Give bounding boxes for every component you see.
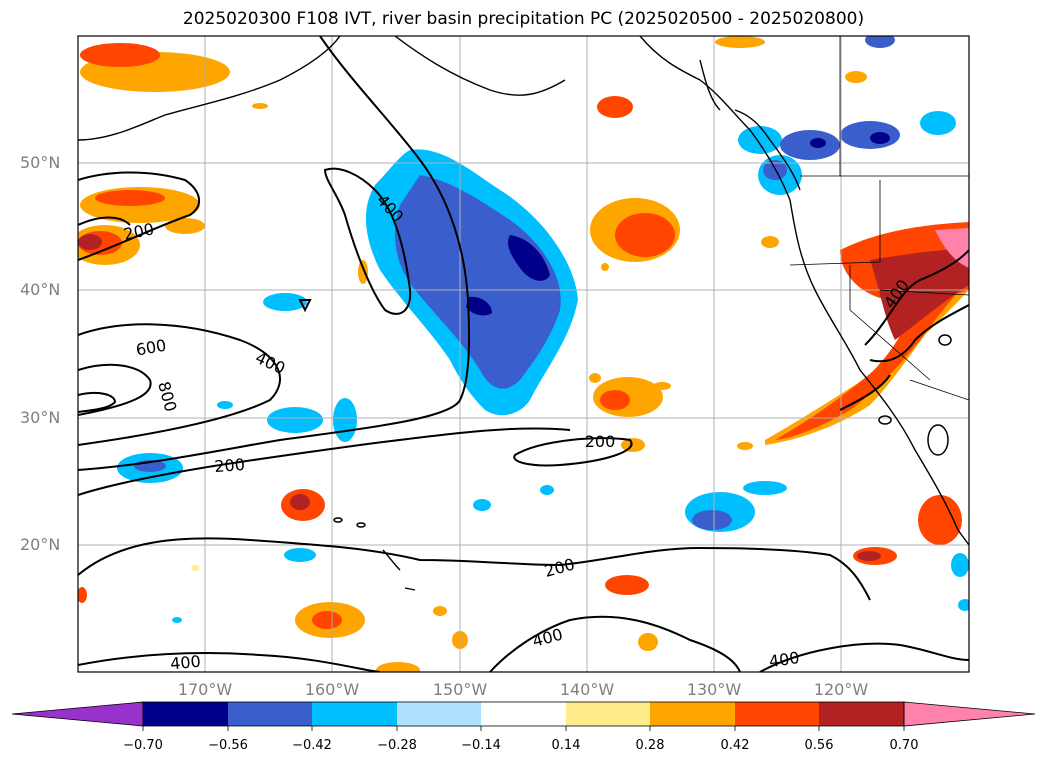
lon-label-130w: 130°W bbox=[686, 680, 742, 699]
contour-label: 200 bbox=[214, 455, 246, 476]
lat-label-50n: 50°N bbox=[20, 153, 61, 172]
colorbar-tick-label: −0.56 bbox=[208, 738, 248, 753]
ivt-contours-small bbox=[333, 334, 952, 528]
colorbar-extend-high bbox=[903, 701, 1036, 727]
lon-label-120w: 120°W bbox=[813, 680, 869, 699]
positive-anomaly-regions bbox=[78, 36, 969, 672]
map-frame bbox=[77, 35, 970, 673]
colorbar-tick-label: −0.42 bbox=[292, 738, 332, 753]
negative-anomaly-region bbox=[365, 149, 578, 416]
colorbar-bin bbox=[566, 702, 650, 726]
lon-label-140w: 140°W bbox=[559, 680, 615, 699]
colorbar-bin bbox=[735, 702, 819, 726]
coastlines bbox=[78, 36, 969, 591]
colorbar-bin bbox=[650, 702, 735, 726]
colorbar-tick-label: 0.14 bbox=[551, 738, 581, 753]
ivt-contours bbox=[78, 36, 969, 672]
colorbar-tick-label: −0.70 bbox=[123, 738, 163, 753]
map-title: 2025020300 F108 IVT, river basin precipi… bbox=[182, 9, 865, 29]
colorbar-tick-label: 0.42 bbox=[720, 738, 750, 753]
contour-label: 400 bbox=[169, 652, 201, 674]
colorbar-bin bbox=[397, 702, 481, 726]
state-borders bbox=[789, 36, 969, 401]
colorbar-tick-label: 0.56 bbox=[804, 738, 834, 753]
colorbar-extend-low bbox=[11, 701, 144, 727]
lon-label-150w: 150°W bbox=[432, 680, 488, 699]
contour-label: 400 bbox=[768, 648, 801, 671]
colorbar-bin bbox=[228, 702, 312, 726]
colorbar-bin bbox=[143, 702, 228, 726]
colorbar-tick-label: 0.28 bbox=[635, 738, 665, 753]
lat-label-20n: 20°N bbox=[20, 535, 61, 554]
graticule bbox=[78, 36, 969, 672]
lon-label-170w: 170°W bbox=[177, 680, 233, 699]
colorbar-tick-label: 0.70 bbox=[889, 738, 919, 753]
lat-label-40n: 40°N bbox=[20, 280, 61, 299]
colorbar-tick-label: −0.14 bbox=[461, 738, 501, 753]
lon-label-160w: 160°W bbox=[304, 680, 360, 699]
colorbar-tick-label: −0.28 bbox=[377, 738, 417, 753]
colorbar-bin bbox=[312, 702, 397, 726]
negative-anomaly-small bbox=[117, 36, 969, 623]
colorbar bbox=[11, 701, 1036, 731]
colorbar-bin bbox=[819, 702, 904, 726]
colorbar-bin bbox=[481, 702, 566, 726]
lat-label-30n: 30°N bbox=[20, 408, 61, 427]
contour-label: 200 bbox=[585, 432, 616, 451]
